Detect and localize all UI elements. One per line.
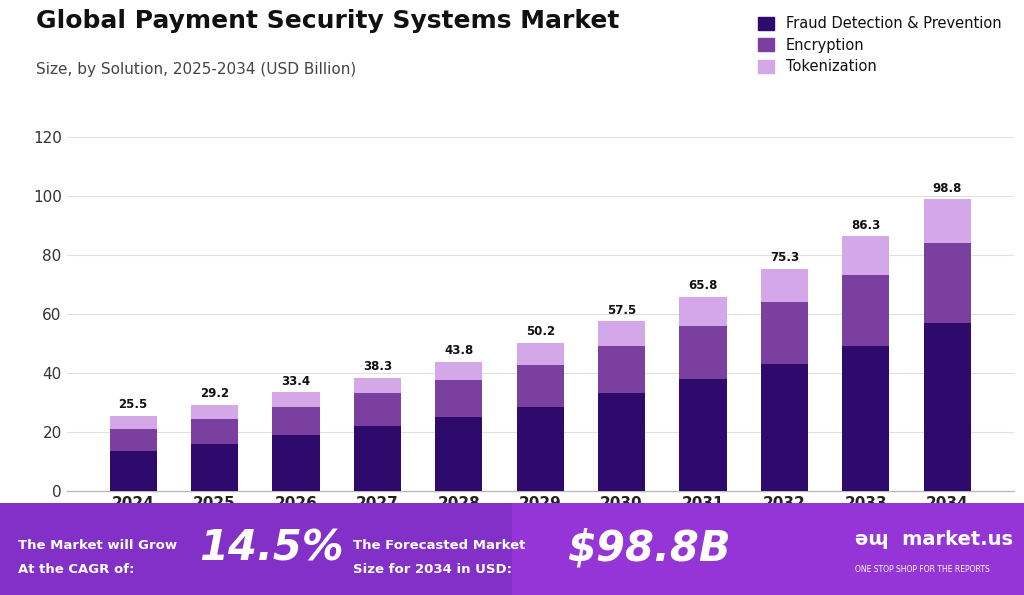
- Bar: [272, 392, 319, 407]
- Bar: [761, 364, 808, 491]
- Bar: [679, 378, 727, 491]
- Bar: [679, 325, 727, 378]
- Text: 14.5%: 14.5%: [200, 528, 344, 570]
- Text: ǝɰ  market.us: ǝɰ market.us: [855, 530, 1013, 549]
- Text: 50.2: 50.2: [525, 325, 555, 338]
- Text: 98.8: 98.8: [933, 182, 962, 195]
- Text: 33.4: 33.4: [282, 375, 310, 388]
- Text: 65.8: 65.8: [688, 279, 718, 292]
- Bar: [516, 365, 564, 407]
- Bar: [110, 451, 157, 491]
- Bar: [272, 435, 319, 491]
- Text: 43.8: 43.8: [444, 344, 473, 357]
- Bar: [761, 302, 808, 364]
- Bar: [679, 297, 727, 325]
- Text: Size, by Solution, 2025-2034 (USD Billion): Size, by Solution, 2025-2034 (USD Billio…: [36, 62, 356, 77]
- Bar: [842, 236, 889, 275]
- Bar: [598, 321, 645, 346]
- FancyBboxPatch shape: [512, 503, 1024, 595]
- Bar: [110, 429, 157, 451]
- Bar: [924, 243, 971, 322]
- Text: The Forecasted Market: The Forecasted Market: [353, 538, 525, 552]
- Text: 25.5: 25.5: [119, 398, 147, 411]
- Bar: [353, 426, 401, 491]
- Text: 75.3: 75.3: [770, 251, 799, 264]
- Bar: [842, 275, 889, 346]
- Bar: [435, 362, 482, 380]
- Text: At the CAGR of:: At the CAGR of:: [18, 563, 135, 576]
- Text: 29.2: 29.2: [200, 387, 229, 400]
- Text: Global Payment Security Systems Market: Global Payment Security Systems Market: [36, 9, 620, 33]
- Text: 57.5: 57.5: [607, 303, 636, 317]
- Legend: Fraud Detection & Prevention, Encryption, Tokenization: Fraud Detection & Prevention, Encryption…: [758, 16, 1001, 74]
- Bar: [110, 415, 157, 429]
- Bar: [191, 405, 239, 418]
- Bar: [761, 268, 808, 302]
- FancyBboxPatch shape: [0, 503, 1024, 595]
- Bar: [924, 199, 971, 243]
- Bar: [191, 444, 239, 491]
- Bar: [272, 407, 319, 435]
- Bar: [598, 346, 645, 393]
- Text: ONE STOP SHOP FOR THE REPORTS: ONE STOP SHOP FOR THE REPORTS: [855, 565, 990, 574]
- Text: $98.8B: $98.8B: [568, 528, 732, 570]
- Text: Size for 2034 in USD:: Size for 2034 in USD:: [353, 563, 512, 576]
- Text: The Market will Grow: The Market will Grow: [18, 538, 177, 552]
- Bar: [435, 380, 482, 417]
- Bar: [516, 407, 564, 491]
- Bar: [353, 393, 401, 426]
- Bar: [191, 418, 239, 444]
- Bar: [842, 346, 889, 491]
- Text: 38.3: 38.3: [362, 361, 392, 374]
- Bar: [435, 417, 482, 491]
- Bar: [598, 393, 645, 491]
- Bar: [924, 322, 971, 491]
- Bar: [516, 343, 564, 365]
- Text: 86.3: 86.3: [851, 219, 881, 231]
- Bar: [353, 378, 401, 393]
